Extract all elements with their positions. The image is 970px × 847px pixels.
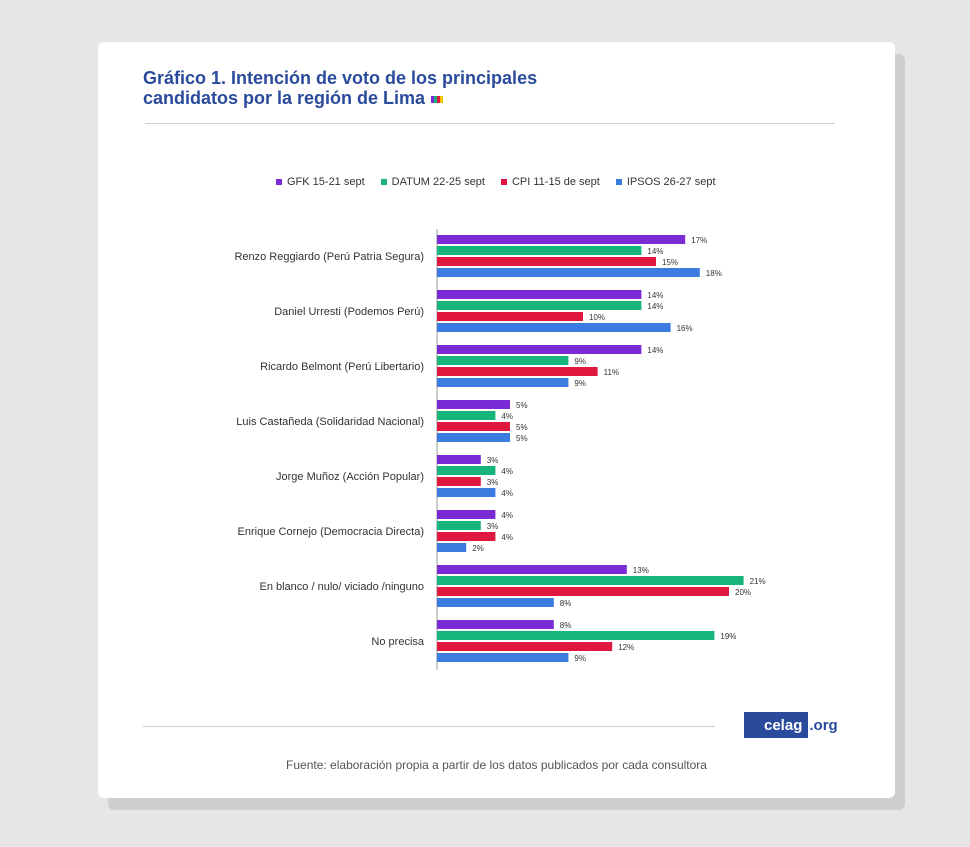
bar (437, 235, 686, 244)
source-note: Fuente: elaboración propia a partir de l… (286, 758, 707, 772)
legend-swatch-ipsos (615, 179, 622, 185)
data-label: 15% (662, 258, 678, 267)
data-label: 14% (647, 302, 663, 311)
title-line-2-text: candidatos por la región de Lima (143, 88, 426, 108)
bar (437, 488, 496, 497)
data-label: 4% (501, 489, 513, 498)
data-label: 4% (501, 511, 513, 520)
data-label: 3% (487, 456, 499, 465)
data-label: 4% (501, 412, 513, 421)
bar (437, 422, 510, 431)
data-label: 9% (574, 379, 586, 388)
category-label: Luis Castañeda (Solidaridad Nacional) (236, 416, 424, 428)
bar (437, 400, 510, 409)
bar (437, 312, 583, 321)
bar (437, 543, 467, 552)
bar-chart: Renzo Reggiardo (Perú Patria Segura) 17% 1… (234, 229, 766, 670)
data-label: 2% (472, 544, 484, 553)
bar (437, 290, 642, 299)
data-label: 21% (750, 577, 766, 586)
data-label: 14% (647, 346, 663, 355)
bar (437, 532, 496, 541)
bar (437, 257, 656, 266)
data-label: 5% (516, 434, 528, 443)
bar (437, 356, 569, 365)
logo-suffix: .org (809, 716, 838, 734)
footer-divider (143, 726, 715, 727)
data-label: 8% (560, 621, 572, 630)
category-label: Enrique Cornejo (Democracia Directa) (238, 526, 424, 538)
chart-card: Gráfico 1. Intención de voto de los prin… (98, 42, 895, 798)
chart-legend: GFK 15-21 sept DATUM 22-25 sept CPI 11-1… (276, 176, 716, 188)
title-divider (145, 123, 835, 124)
category-label: En blanco / nulo/ viciado /ninguno (259, 581, 424, 593)
color-bar-icon (431, 95, 444, 103)
bar (437, 455, 481, 464)
bar (437, 620, 554, 629)
data-label: 4% (501, 467, 513, 476)
celag-logo: celag .org (744, 712, 838, 738)
bar (437, 521, 481, 530)
data-label: 9% (574, 357, 586, 366)
bar (437, 653, 569, 662)
data-label: 20% (735, 588, 751, 597)
bar (437, 345, 642, 354)
legend-label-datum: DATUM 22-25 sept (391, 176, 485, 188)
title-line-2: candidatos por la región de Lima (143, 88, 703, 108)
logo-main: celag (744, 712, 809, 738)
data-label: 5% (516, 401, 528, 410)
data-label: 14% (647, 247, 663, 256)
category-label: Ricardo Belmont (Perú Libertario) (260, 361, 424, 373)
bar (437, 587, 729, 596)
data-label: 17% (691, 236, 707, 245)
category-label: Renzo Reggiardo (Perú Patria Segura) (234, 251, 424, 263)
bar (437, 477, 481, 486)
category-label: Jorge Muñoz (Acción Popular) (276, 471, 424, 483)
bar (437, 433, 510, 442)
data-label: 8% (560, 599, 572, 608)
data-label: 5% (516, 423, 528, 432)
category-label: No precisa (371, 636, 424, 648)
legend-item-ipsos: IPSOS 26-27 sept (615, 176, 716, 188)
data-label: 19% (720, 632, 736, 641)
bar (437, 565, 627, 574)
bar (437, 510, 496, 519)
bar (437, 268, 700, 277)
bar (437, 466, 496, 475)
bar (437, 631, 715, 640)
legend-swatch-gfk (276, 179, 282, 185)
bar (437, 367, 598, 376)
legend-swatch-cpi (500, 179, 507, 185)
legend-label-ipsos: IPSOS 26-27 sept (626, 176, 716, 188)
data-label: 10% (589, 313, 605, 322)
legend-item-cpi: CPI 11-15 de sept (500, 176, 600, 188)
bar (437, 246, 642, 255)
bar (437, 411, 496, 420)
legend-item-datum: DATUM 22-25 sept (380, 176, 485, 188)
legend-item-gfk: GFK 15-21 sept (276, 176, 365, 188)
data-label: 4% (501, 533, 513, 542)
data-label: 9% (574, 654, 586, 663)
data-label: 3% (487, 522, 499, 531)
bar (437, 642, 613, 651)
data-label: 16% (677, 324, 693, 333)
bar (437, 576, 744, 585)
bar (437, 301, 642, 310)
category-label: Daniel Urresti (Podemos Perú) (274, 306, 424, 318)
legend-label-cpi: CPI 11-15 de sept (511, 176, 600, 188)
data-label: 13% (633, 566, 649, 575)
bar (437, 323, 671, 332)
bar (437, 598, 554, 607)
data-label: 18% (706, 269, 722, 278)
legend-label-gfk: GFK 15-21 sept (287, 176, 365, 188)
data-label: 14% (647, 291, 663, 300)
title-line-1: Gráfico 1. Intención de voto de los prin… (143, 68, 538, 88)
bar (437, 378, 569, 387)
data-label: 12% (618, 643, 634, 652)
data-label: 11% (604, 368, 619, 377)
legend-swatch-datum (380, 179, 387, 185)
chart-title: Gráfico 1. Intención de voto de los prin… (143, 68, 703, 108)
data-label: 3% (487, 478, 499, 487)
